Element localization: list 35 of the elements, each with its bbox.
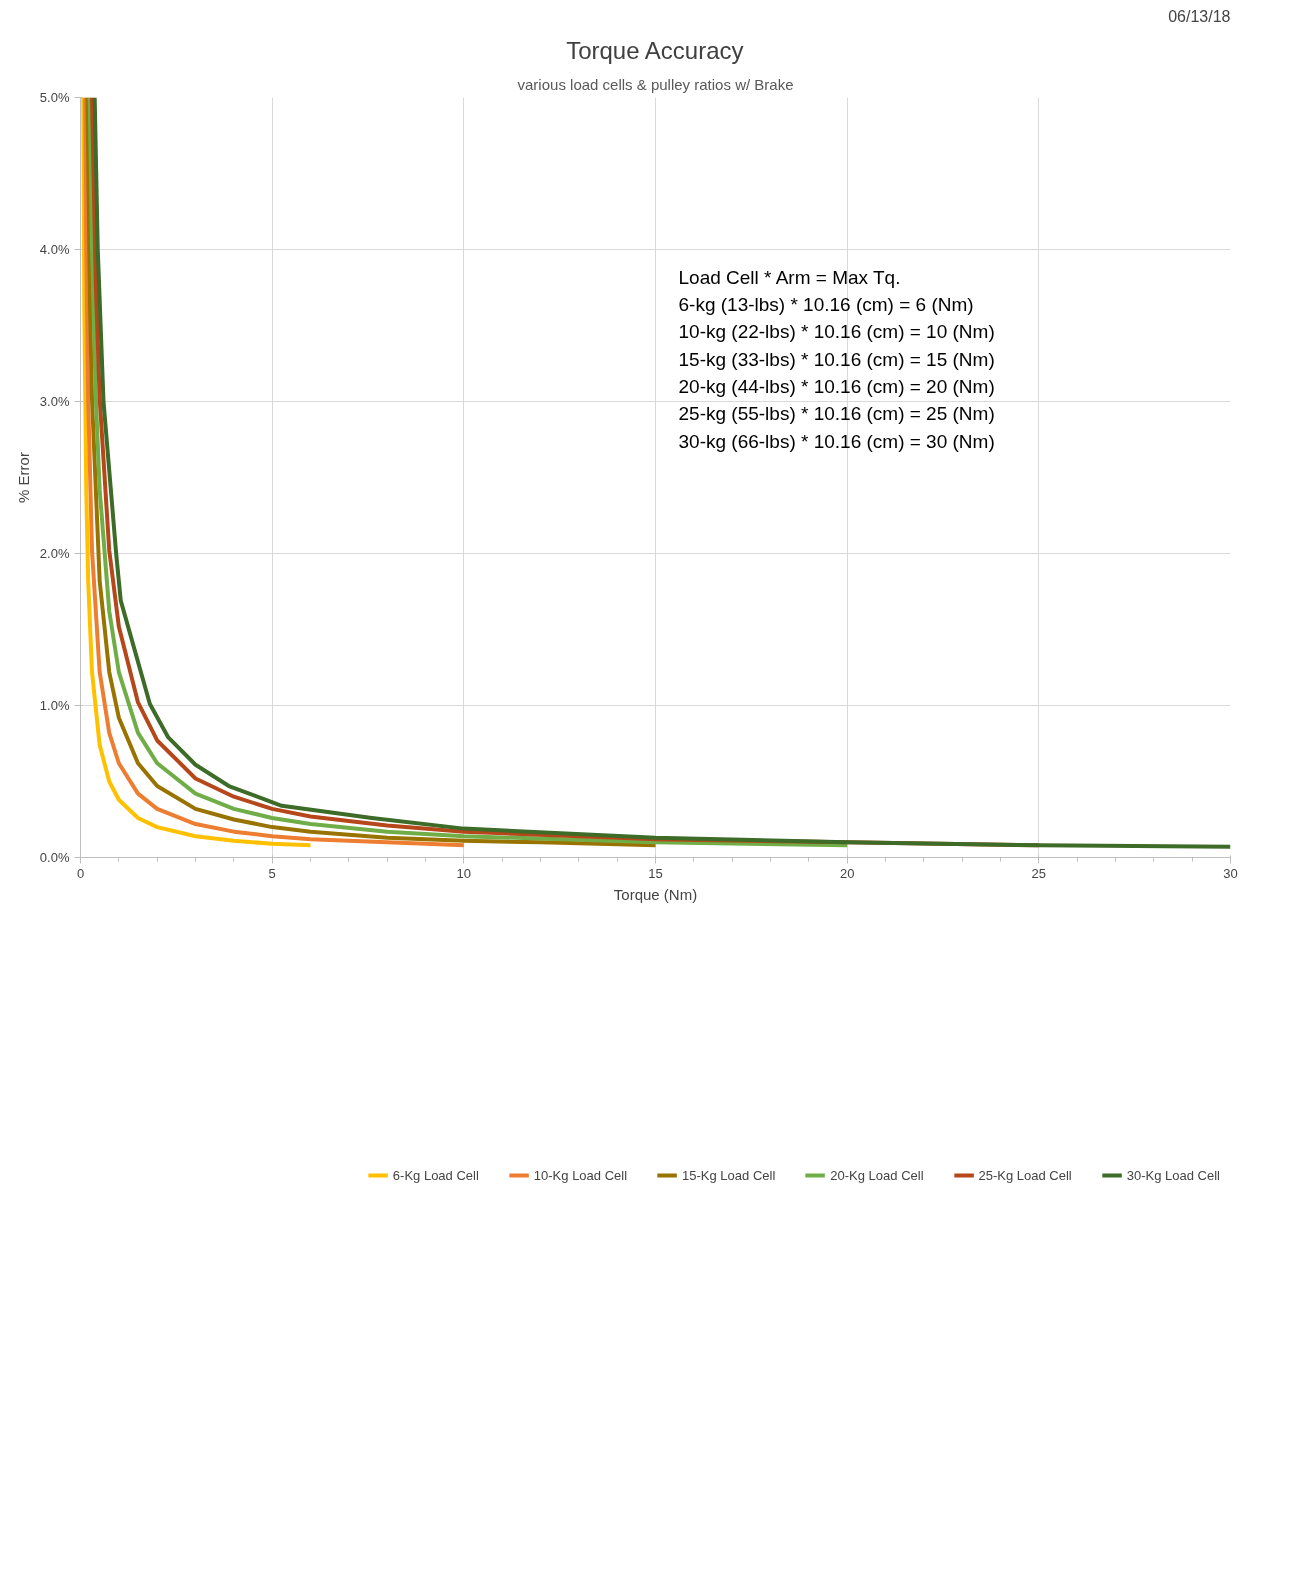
annotation: 30-kg (66-lbs) * 10.16 (cm) = 30 (Nm) <box>678 430 995 452</box>
line-series <box>85 97 658 848</box>
legend-label: 20-Kg Load Cell <box>830 1167 924 1183</box>
x-tick-label: 5 <box>268 865 276 881</box>
x-tick-label: 15 <box>648 865 663 881</box>
legend-label: 30-Kg Load Cell <box>1126 1167 1220 1183</box>
text: 06/13/18 <box>1168 7 1231 25</box>
annotation: 10-kg (22-lbs) * 10.16 (cm) = 10 (Nm) <box>678 321 995 343</box>
annotation: Load Cell * Arm = Max Tq. <box>678 266 901 288</box>
chart-title: Torque Accuracy <box>566 36 744 64</box>
legend-label: 10-Kg Load Cell <box>533 1167 628 1183</box>
y-tick-label: 0.0% <box>39 850 70 865</box>
y-tick-label: 3.0% <box>39 394 70 409</box>
annotation: 6-kg (13-lbs) * 10.16 (cm) = 6 (Nm) <box>678 293 974 315</box>
y-tick-label: 1.0% <box>39 698 70 713</box>
x-tick-label: 25 <box>1031 865 1047 881</box>
x-axis-title: Torque (Nm) <box>613 885 698 903</box>
legend-label: 6-Kg Load Cell <box>392 1167 479 1183</box>
legend-label: 25-Kg Load Cell <box>978 1167 1072 1183</box>
y-tick-label: 2.0% <box>39 546 70 561</box>
x-tick-label: 30 <box>1223 865 1238 881</box>
chart-subtitle: various load cells & pulley ratios w/ Brake <box>517 75 794 93</box>
x-tick-label: 10 <box>456 865 472 881</box>
x-tick-label: 20 <box>839 865 855 881</box>
line-series <box>81 97 313 848</box>
y-tick-label: 4.0% <box>39 242 70 257</box>
annotation: 20-kg (44-lbs) * 10.16 (cm) = 20 (Nm) <box>678 375 995 397</box>
legend-label: 15-Kg Load Cell <box>682 1167 776 1183</box>
x-tick-label: 0 <box>76 865 85 881</box>
annotation: 15-kg (33-lbs) * 10.16 (cm) = 15 (Nm) <box>678 348 995 370</box>
line-series <box>83 97 466 848</box>
line-series <box>92 97 1231 849</box>
y-tick-label: 5.0% <box>39 90 70 105</box>
y-axis-title: % Error <box>14 452 32 503</box>
annotation: 25-kg (55-lbs) * 10.16 (cm) = 25 (Nm) <box>678 403 995 425</box>
